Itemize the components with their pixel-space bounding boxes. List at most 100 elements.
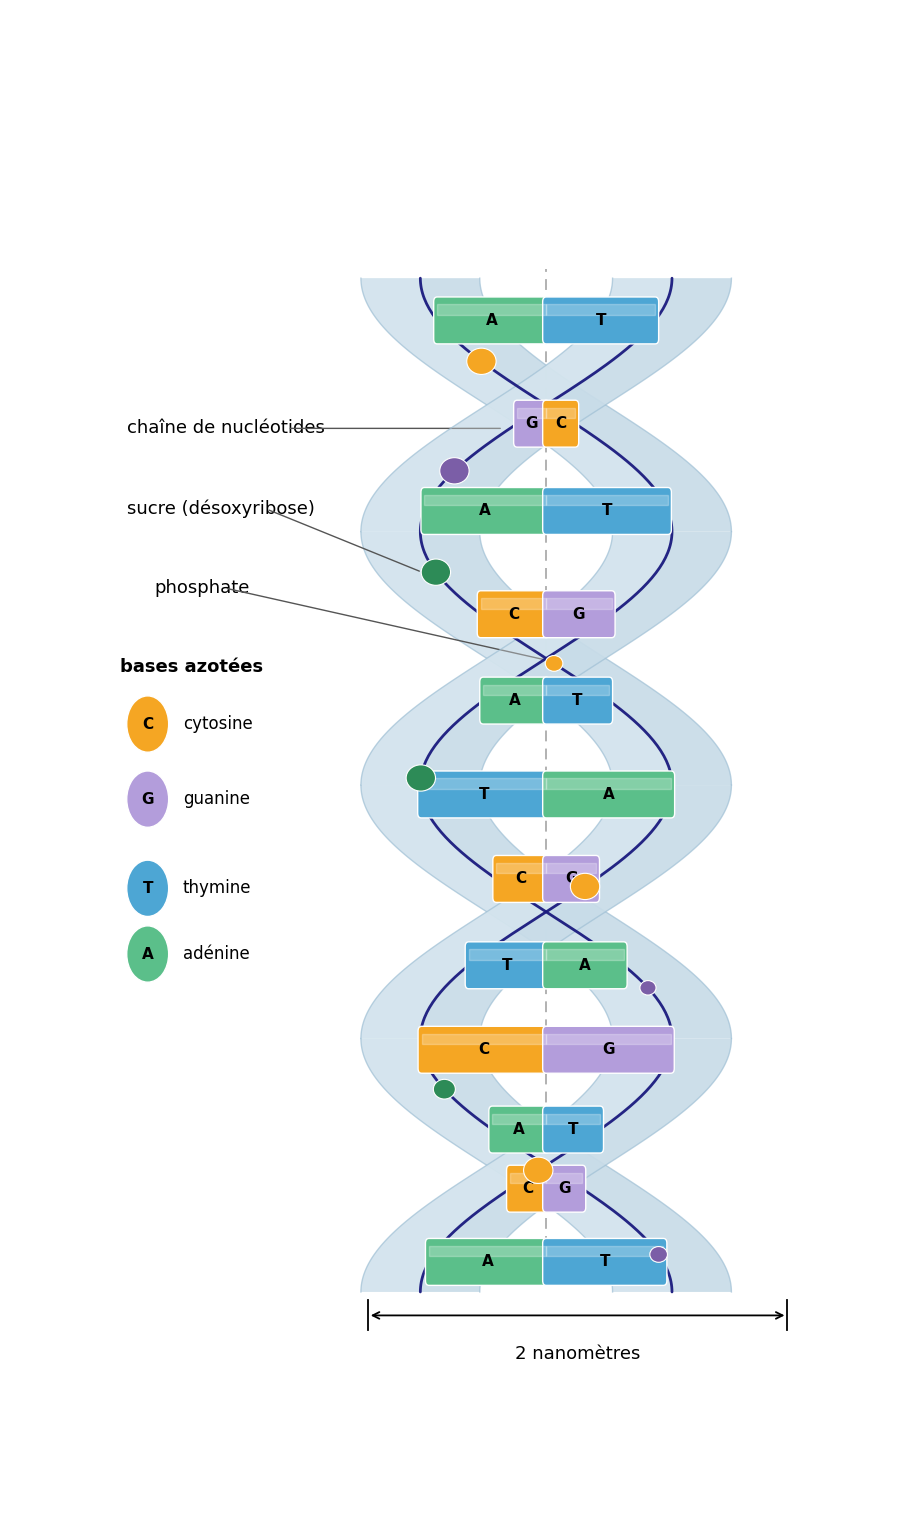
Polygon shape [547, 1034, 671, 1044]
Polygon shape [361, 1038, 732, 1292]
Polygon shape [361, 531, 672, 785]
Text: C: C [143, 717, 153, 731]
Polygon shape [361, 785, 672, 1038]
Text: A: A [480, 504, 492, 519]
Text: T: T [478, 786, 489, 802]
FancyBboxPatch shape [543, 771, 675, 819]
FancyBboxPatch shape [426, 1238, 549, 1286]
FancyBboxPatch shape [507, 1166, 549, 1212]
Text: chaîne de nucléotides: chaîne de nucléotides [126, 419, 325, 438]
Text: cytosine: cytosine [182, 716, 253, 733]
Text: T: T [600, 1255, 610, 1269]
Text: T: T [573, 693, 583, 708]
Polygon shape [546, 949, 623, 960]
Polygon shape [361, 278, 732, 531]
Text: A: A [142, 946, 153, 962]
Polygon shape [547, 1114, 600, 1124]
Polygon shape [361, 785, 672, 1038]
Circle shape [126, 860, 169, 917]
Ellipse shape [640, 980, 656, 995]
Polygon shape [425, 495, 547, 505]
Polygon shape [429, 1246, 547, 1256]
FancyBboxPatch shape [543, 1026, 675, 1074]
Ellipse shape [466, 349, 496, 375]
Text: sucre (désoxyribose): sucre (désoxyribose) [126, 499, 315, 518]
Ellipse shape [433, 1080, 456, 1100]
Circle shape [126, 771, 169, 828]
Polygon shape [361, 278, 672, 531]
FancyBboxPatch shape [543, 1166, 585, 1212]
Text: G: G [142, 791, 154, 806]
Text: phosphate: phosphate [155, 579, 250, 598]
FancyBboxPatch shape [543, 487, 671, 535]
Text: G: G [603, 1043, 615, 1057]
Ellipse shape [440, 458, 469, 484]
Text: T: T [502, 958, 512, 972]
Text: C: C [522, 1181, 534, 1197]
Polygon shape [496, 863, 547, 874]
Text: thymine: thymine [182, 879, 251, 897]
FancyBboxPatch shape [543, 1106, 603, 1154]
Polygon shape [361, 785, 732, 1038]
Ellipse shape [421, 559, 451, 585]
Text: C: C [508, 607, 519, 622]
FancyBboxPatch shape [543, 1238, 667, 1286]
Ellipse shape [649, 1247, 667, 1263]
Circle shape [126, 926, 169, 982]
Text: T: T [602, 504, 612, 519]
Text: G: G [558, 1181, 570, 1197]
Ellipse shape [523, 1157, 553, 1183]
FancyBboxPatch shape [421, 487, 549, 535]
Text: G: G [525, 416, 538, 432]
Polygon shape [361, 531, 672, 785]
FancyBboxPatch shape [465, 942, 549, 989]
Polygon shape [361, 278, 672, 531]
Polygon shape [546, 685, 609, 694]
FancyBboxPatch shape [418, 1026, 549, 1074]
Text: C: C [516, 871, 527, 886]
Text: guanine: guanine [182, 790, 250, 808]
Text: A: A [579, 958, 591, 972]
Polygon shape [469, 949, 546, 960]
Polygon shape [483, 685, 546, 694]
Text: A: A [513, 1123, 525, 1137]
FancyBboxPatch shape [543, 296, 658, 344]
Text: C: C [555, 416, 566, 432]
Text: A: A [486, 313, 498, 327]
Polygon shape [547, 495, 667, 505]
Text: A: A [482, 1255, 493, 1269]
FancyBboxPatch shape [543, 856, 600, 903]
Polygon shape [361, 785, 732, 1038]
Polygon shape [361, 1038, 672, 1292]
Polygon shape [361, 1038, 732, 1292]
Polygon shape [547, 1246, 663, 1256]
Polygon shape [510, 1174, 547, 1183]
Polygon shape [547, 599, 612, 608]
Polygon shape [361, 1038, 672, 1292]
Text: T: T [595, 313, 606, 327]
Text: G: G [565, 871, 577, 886]
Polygon shape [547, 1174, 583, 1183]
Polygon shape [481, 599, 547, 608]
Polygon shape [547, 304, 655, 315]
Text: adénine: adénine [182, 945, 250, 963]
Text: bases azotées: bases azotées [120, 659, 262, 676]
Text: T: T [143, 880, 153, 895]
Circle shape [126, 696, 169, 753]
Polygon shape [361, 531, 732, 785]
FancyBboxPatch shape [543, 591, 615, 637]
Text: A: A [603, 786, 614, 802]
FancyBboxPatch shape [477, 591, 549, 637]
Text: C: C [478, 1043, 490, 1057]
Polygon shape [492, 1114, 547, 1124]
Polygon shape [517, 407, 547, 418]
Polygon shape [547, 779, 671, 790]
Polygon shape [421, 1034, 547, 1044]
Polygon shape [547, 863, 596, 874]
Text: A: A [509, 693, 520, 708]
FancyBboxPatch shape [543, 401, 579, 447]
Polygon shape [547, 407, 575, 418]
FancyBboxPatch shape [513, 401, 549, 447]
Text: G: G [573, 607, 585, 622]
FancyBboxPatch shape [418, 771, 549, 819]
